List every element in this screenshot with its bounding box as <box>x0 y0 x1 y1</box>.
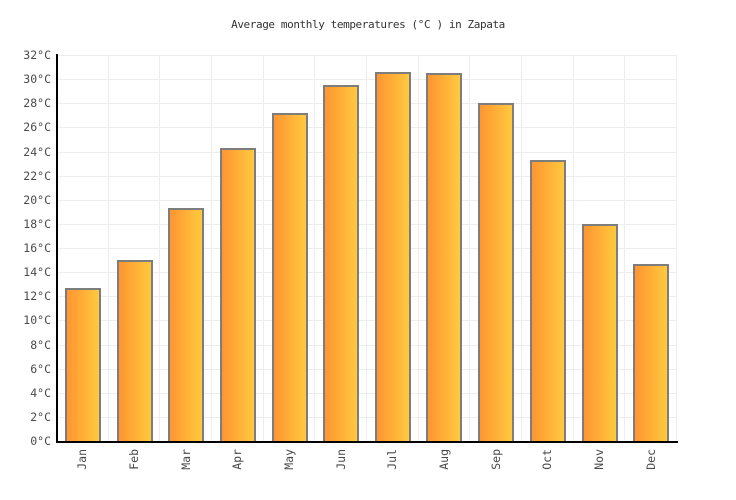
y-tick-label-2: 2°C <box>30 410 51 424</box>
x-axis-line <box>56 441 678 443</box>
y-tick-label-18: 18°C <box>23 217 51 231</box>
y-tick-label-30: 30°C <box>23 72 51 86</box>
x-tick-label-dec: Dec <box>644 449 658 470</box>
gridline-horizontal <box>57 127 677 128</box>
bar-sep <box>478 103 514 441</box>
gridline-horizontal <box>57 200 677 201</box>
gridline-vertical <box>211 55 212 441</box>
y-tick-label-4: 4°C <box>30 386 51 400</box>
gridline-horizontal <box>57 103 677 104</box>
gridline-vertical <box>624 55 625 441</box>
gridline-vertical <box>521 55 522 441</box>
x-tick-label-feb: Feb <box>127 449 141 470</box>
gridline-vertical <box>263 55 264 441</box>
gridline-horizontal <box>57 152 677 153</box>
y-tick-label-26: 26°C <box>23 120 51 134</box>
bar-oct <box>530 160 566 441</box>
y-tick-label-28: 28°C <box>23 96 51 110</box>
bar-jul <box>375 72 411 441</box>
bar-may <box>272 113 308 441</box>
gridline-vertical <box>108 55 109 441</box>
gridline-horizontal <box>57 176 677 177</box>
y-tick-label-6: 6°C <box>30 362 51 376</box>
gridline-vertical <box>418 55 419 441</box>
x-tick-label-aug: Aug <box>437 449 451 470</box>
x-tick-label-oct: Oct <box>540 449 554 470</box>
y-tick-label-22: 22°C <box>23 169 51 183</box>
y-axis-line <box>56 54 58 442</box>
gridline-vertical <box>366 55 367 441</box>
y-tick-label-12: 12°C <box>23 289 51 303</box>
y-tick-label-20: 20°C <box>23 193 51 207</box>
gridline-horizontal <box>57 417 677 418</box>
bar-mar <box>168 208 204 441</box>
bar-dec <box>633 264 669 441</box>
gridline-vertical <box>469 55 470 441</box>
y-tick-label-24: 24°C <box>23 145 51 159</box>
y-tick-label-8: 8°C <box>30 338 51 352</box>
x-tick-label-jul: Jul <box>385 449 399 470</box>
gridline-horizontal <box>57 393 677 394</box>
plot-area <box>57 55 677 441</box>
bar-feb <box>117 260 153 441</box>
y-tick-label-16: 16°C <box>23 241 51 255</box>
bar-jan <box>65 288 101 441</box>
gridline-vertical <box>314 55 315 441</box>
gridline-vertical <box>159 55 160 441</box>
y-tick-label-10: 10°C <box>23 313 51 327</box>
y-tick-label-14: 14°C <box>23 265 51 279</box>
x-tick-label-apr: Apr <box>230 449 244 470</box>
gridline-horizontal <box>57 272 677 273</box>
bar-aug <box>426 73 462 441</box>
gridline-horizontal <box>57 320 677 321</box>
gridline-horizontal <box>57 345 677 346</box>
gridline-horizontal <box>57 224 677 225</box>
gridline-horizontal <box>57 79 677 80</box>
gridline-vertical <box>573 55 574 441</box>
x-tick-label-nov: Nov <box>592 449 606 470</box>
chart-title: Average monthly temperatures (°C ) in Za… <box>231 18 505 31</box>
gridline-vertical <box>676 55 677 441</box>
gridline-horizontal <box>57 296 677 297</box>
gridline-horizontal <box>57 369 677 370</box>
bar-nov <box>582 224 618 441</box>
y-tick-label-0: 0°C <box>30 434 51 448</box>
x-tick-label-jan: Jan <box>75 449 89 470</box>
x-tick-label-jun: Jun <box>334 449 348 470</box>
gridline-horizontal <box>57 55 677 56</box>
x-tick-label-may: May <box>282 449 296 470</box>
y-tick-label-32: 32°C <box>23 48 51 62</box>
bar-jun <box>323 85 359 441</box>
x-tick-label-sep: Sep <box>489 449 503 470</box>
x-tick-label-mar: Mar <box>179 449 193 470</box>
gridline-horizontal <box>57 248 677 249</box>
bar-apr <box>220 148 256 441</box>
